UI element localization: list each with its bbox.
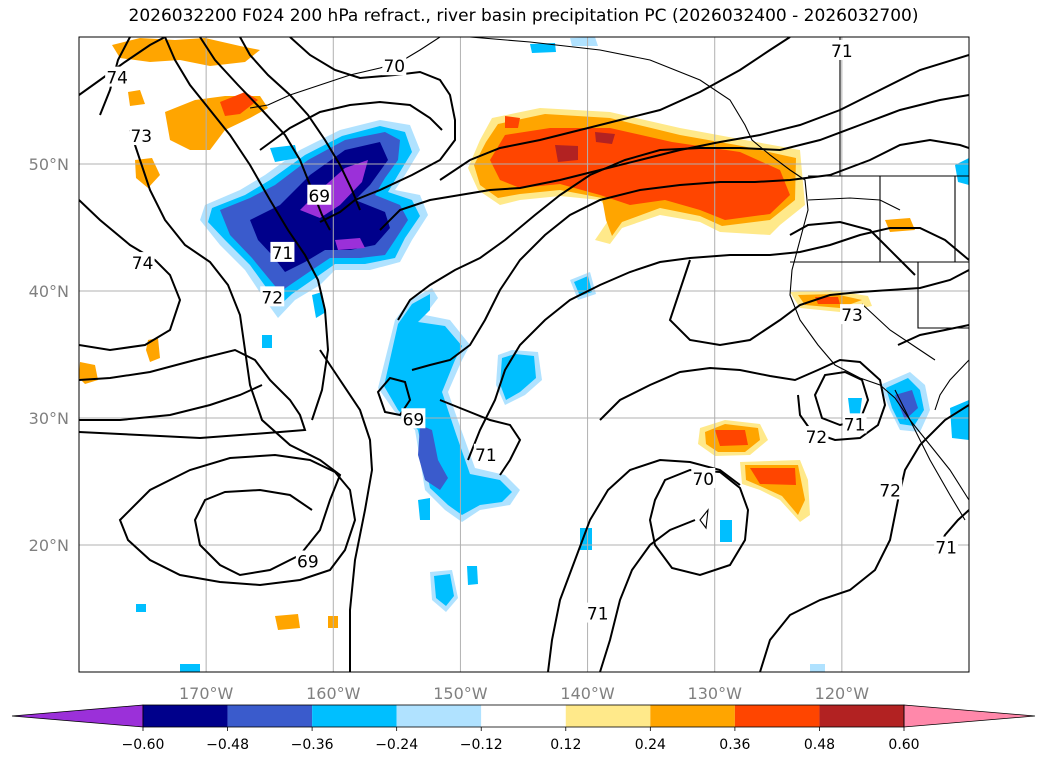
colorbar-segment [481, 705, 566, 727]
contour-label: 71 [475, 446, 497, 466]
colorbar-extend-high [903, 704, 1036, 728]
contour-label-bg [382, 55, 407, 76]
lat-label: 50°N [29, 155, 69, 174]
latitude-labels: 50°N 40°N 30°N 20°N [29, 155, 69, 555]
lon-label: 160°W [306, 684, 361, 703]
colorbar-segment [819, 705, 904, 727]
colorbar-tick-label: 0.48 [804, 737, 835, 753]
contour-label: 72 [806, 428, 828, 448]
graticule-lines [79, 37, 969, 672]
contour-label: 71 [844, 415, 866, 435]
contour-label: 71 [831, 42, 853, 62]
colorbar-segment [312, 705, 397, 727]
colorbar-tick-label: 0.12 [550, 737, 581, 753]
lat-label: 40°N [29, 282, 69, 301]
colorbar-segment [227, 705, 313, 727]
colorbar-tick-label: 0.36 [719, 737, 750, 753]
contour-label: 69 [308, 187, 330, 207]
colorbar-tick-labels: −0.60 −0.48 −0.36 −0.24 −0.12 0.12 0.24 0.36 0.4… [122, 727, 920, 753]
contour-label: 72 [879, 481, 901, 501]
contour-label: 70 [383, 57, 405, 77]
contour-label: 70 [692, 470, 714, 490]
colorbar-segment [650, 705, 735, 727]
contour-label-bg [829, 39, 854, 60]
contour-label-bg [842, 413, 867, 434]
contour-label: 69 [403, 410, 425, 430]
lon-label: 130°W [688, 684, 743, 703]
colorbar-tick-label: −0.12 [460, 737, 503, 753]
contour-label-bg [295, 550, 320, 571]
contour-label-bg [130, 252, 155, 273]
colorbar-segment [143, 705, 228, 727]
contour-label-bg [934, 536, 959, 557]
colorbar-frame [142, 704, 905, 728]
lon-label: 170°W [179, 684, 234, 703]
colorbar-extend-low [11, 704, 144, 728]
contour-label: 74 [132, 254, 154, 274]
refractivity-contours [79, 37, 969, 672]
contour-label: 69 [297, 553, 319, 573]
contour-label-bg [129, 125, 154, 146]
colorbar-segment [396, 705, 482, 727]
contour-label: 74 [106, 69, 128, 89]
contour-label-bg [878, 479, 903, 500]
lon-label: 120°W [815, 684, 870, 703]
contour-label-bg [840, 304, 865, 325]
contour-label-bg [804, 426, 829, 447]
colorbar-segment [734, 705, 820, 727]
contour-labels: 74 70 71 73 69 71 74 72 73 69 71 72 71 70 72 69 71 71 [105, 39, 959, 625]
lat-label: 30°N [29, 409, 69, 428]
contour-label-bg [270, 241, 295, 262]
lat-label: 20°N [29, 536, 69, 555]
lon-label: 140°W [560, 684, 615, 703]
contour-label-bg [401, 408, 426, 429]
contour-label-bg [691, 467, 716, 488]
lon-label: 150°W [433, 684, 488, 703]
contour-label-bg [307, 184, 332, 205]
colorbar-segment [565, 705, 651, 727]
contour-label: 71 [935, 539, 957, 559]
plot-frame [78, 36, 970, 673]
colorbar-tick-label: −0.36 [291, 737, 334, 753]
contour-label: 71 [587, 605, 609, 625]
contour-label-bg [260, 286, 285, 307]
contour-label: 71 [272, 244, 294, 264]
contour-label: 73 [130, 127, 152, 147]
colorbar-tick-label: −0.48 [206, 737, 249, 753]
colorbar-tick-label: −0.24 [375, 737, 418, 753]
longitude-labels: 170°W 160°W 150°W 140°W 130°W 120°W [179, 684, 869, 703]
contour-label-bg [585, 602, 610, 623]
contour-label-bg [473, 443, 498, 464]
contour-label-bg [105, 66, 130, 87]
contour-label: 73 [841, 306, 863, 326]
colorbar-tick-label: 0.60 [888, 737, 919, 753]
contour-label: 72 [261, 288, 283, 308]
colorbar-tick-label: −0.60 [122, 737, 165, 753]
colorbar [11, 704, 1036, 728]
colorbar-tick-label: 0.24 [635, 737, 666, 753]
chart-title: 2026032200 F024 200 hPa refract., river … [128, 6, 919, 26]
